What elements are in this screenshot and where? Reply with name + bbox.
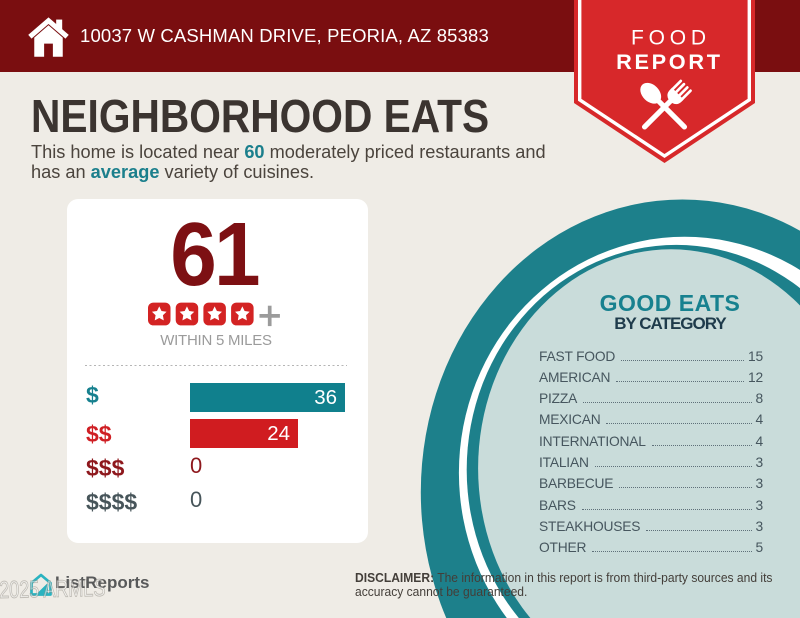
svg-text:REPORT: REPORT	[616, 49, 723, 74]
svg-text:FOOD: FOOD	[631, 27, 711, 50]
